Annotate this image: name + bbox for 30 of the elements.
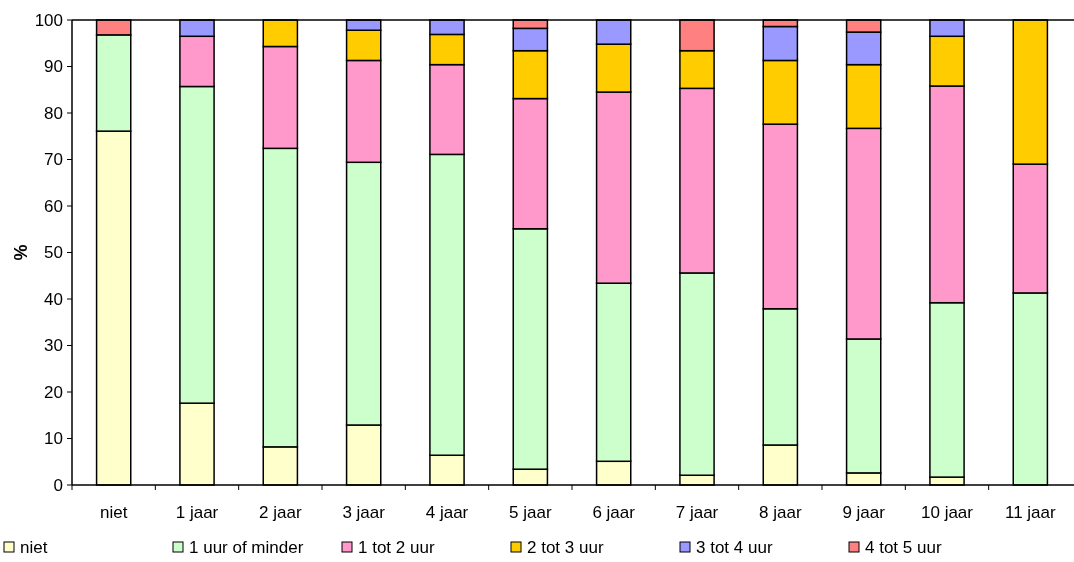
x-tick-label: 3 jaar <box>342 503 386 522</box>
y-tick-label: 40 <box>44 289 63 309</box>
y-axis-title: % <box>11 244 31 261</box>
y-tick-label: 20 <box>44 382 63 402</box>
x-tick-label: 8 jaar <box>759 503 802 522</box>
x-tick-label: 10 jaar <box>921 503 974 522</box>
x-tick-label: 7 jaar <box>675 503 719 522</box>
x-tick-label: 4 jaar <box>425 503 469 522</box>
y-tick-label: 50 <box>44 243 63 263</box>
x-tick-label: 6 jaar <box>592 503 636 522</box>
y-tick-label: 60 <box>44 196 63 216</box>
x-tick-label: 11 jaar <box>1004 503 1057 522</box>
x-tick-label: 5 jaar <box>509 503 552 522</box>
y-tick-label: 30 <box>44 336 63 356</box>
y-tick-label: 90 <box>44 57 63 77</box>
x-tick-label: 1 jaar <box>175 503 219 522</box>
y-tick-label: 80 <box>44 103 63 123</box>
legend-label: 2 tot 3 uur <box>527 538 604 557</box>
y-tick-label: 100 <box>34 10 63 30</box>
y-tick-label: 0 <box>53 475 63 495</box>
y-tick-label: 70 <box>44 150 63 170</box>
x-tick-label: niet <box>99 503 128 522</box>
legend-label: 1 uur of minder <box>189 538 304 557</box>
legend-label: niet <box>20 538 48 557</box>
legend-label: 3 tot 4 uur <box>696 538 773 557</box>
y-tick-label: 10 <box>44 429 63 449</box>
legend-label: 4 tot 5 uur <box>865 538 942 557</box>
legend-label: 1 tot 2 uur <box>358 538 435 557</box>
x-tick-label: 2 jaar <box>259 503 302 522</box>
x-tick-label: 9 jaar <box>842 503 886 522</box>
